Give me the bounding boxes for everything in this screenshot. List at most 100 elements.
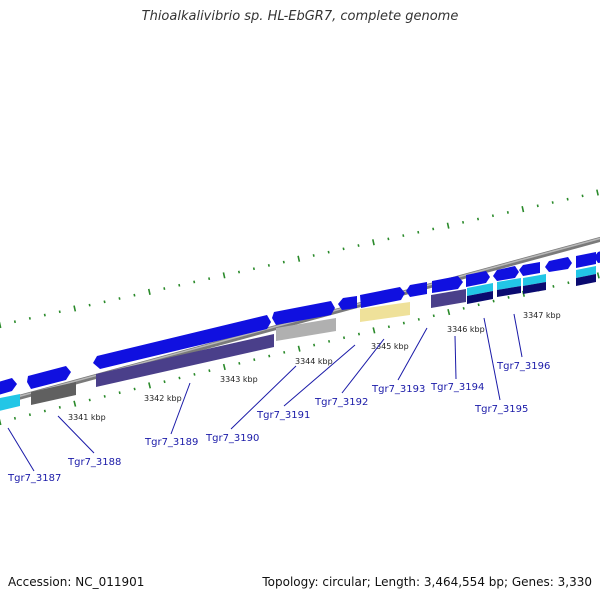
gene-label: Tgr7_3195	[474, 404, 528, 415]
gc-dot	[447, 308, 451, 316]
gene-arrow-forward	[0, 378, 17, 395]
gc-dot	[148, 382, 152, 389]
gene-arrow-forward	[338, 296, 357, 310]
gc-dot	[313, 343, 316, 347]
gene-arrow-forward	[493, 266, 519, 281]
gc-dot	[163, 287, 166, 290]
gc-dotted-ring-outer	[0, 189, 599, 329]
leader-line	[341, 338, 385, 394]
forward-strand-features	[0, 251, 600, 395]
gene-label: Tgr7_3196	[496, 361, 550, 372]
genome-summary: Topology: circular; Length: 3,464,554 bp…	[262, 575, 592, 589]
tick-label: 3347 kbp	[523, 311, 561, 320]
leader-line	[7, 427, 35, 472]
gc-dot	[432, 314, 435, 318]
gene-label: Tgr7_3190	[205, 433, 259, 444]
gene-arrow-forward	[576, 252, 596, 268]
gene-arrow-forward	[406, 282, 427, 297]
gc-dot	[297, 255, 301, 262]
gene-labels: Tgr7_3187 Tgr7_3188 Tgr7_3189 Tgr7_3190 …	[7, 361, 550, 484]
gc-dot	[462, 306, 465, 310]
gc-dot	[0, 321, 2, 329]
gene-arrow-reverse	[96, 334, 274, 387]
gc-dot	[193, 372, 196, 376]
genome-backbone	[0, 236, 600, 406]
gc-dot	[283, 350, 286, 354]
leader-line	[283, 344, 356, 407]
gc-dot	[357, 332, 361, 336]
gc-dot	[282, 260, 285, 264]
gene-arrow-forward	[545, 257, 572, 272]
gc-dot	[462, 220, 465, 224]
gene-label: Tgr7_3193	[371, 384, 425, 395]
accession-label: Accession: NC_011901	[8, 575, 145, 589]
gc-dot	[222, 363, 226, 371]
tick-label: 3343 kbp	[220, 375, 258, 384]
dark-blue-feature	[497, 286, 521, 297]
gc-dot	[208, 369, 211, 373]
gc-dot	[596, 272, 600, 279]
reverse-strand-features	[0, 266, 596, 411]
gc-dot	[252, 267, 255, 271]
gc-dot	[357, 244, 360, 247]
gc-dot	[28, 413, 31, 417]
gene-arrow-forward	[360, 287, 405, 308]
gene-arrow-forward	[272, 301, 335, 325]
gc-dot	[387, 237, 390, 241]
grey-feature-dark	[31, 382, 76, 405]
gc-dot	[297, 345, 301, 352]
gc-dot	[476, 217, 480, 221]
tick-label: 3344 kbp	[295, 357, 333, 366]
gene-arrow-forward	[27, 366, 71, 389]
tick-label: 3346 kbp	[447, 325, 485, 334]
gc-dot	[103, 394, 106, 398]
leader-line	[513, 313, 523, 358]
gene-arrow-forward	[594, 251, 600, 263]
tick-label: 3345 kbp	[371, 342, 409, 351]
leader-line	[170, 382, 191, 435]
gc-dotted-ring-inner	[0, 272, 600, 426]
gc-dot	[521, 206, 525, 213]
gc-dot	[208, 277, 211, 281]
gc-dot	[0, 418, 2, 426]
gc-dot	[43, 313, 46, 317]
gc-dot	[477, 303, 480, 307]
gc-dot	[88, 303, 91, 307]
tick-label: 3341 kbp	[68, 413, 106, 422]
gc-dot	[178, 376, 181, 380]
gc-dot	[13, 416, 17, 420]
gene-arrow-reverse	[431, 289, 466, 308]
gc-dot	[237, 270, 241, 274]
gene-arrow-forward	[93, 315, 271, 369]
leader-line	[454, 335, 457, 380]
gc-dot	[73, 400, 77, 407]
leader-line	[230, 365, 297, 430]
gene-arrow-forward	[466, 271, 490, 287]
gc-dot	[372, 239, 375, 246]
gc-dot	[178, 283, 181, 287]
gc-dot	[133, 293, 136, 297]
gene-arrow-forward	[432, 276, 463, 293]
gc-dot	[193, 280, 196, 284]
gc-dot	[268, 354, 271, 358]
gene-label: Tgr7_3194	[430, 382, 484, 393]
gc-dot	[267, 264, 270, 267]
gc-dot	[566, 197, 569, 201]
gc-dot	[73, 305, 77, 312]
gc-dot	[58, 405, 61, 409]
gc-dot	[402, 234, 405, 237]
gc-dot	[342, 336, 346, 340]
gc-dot	[327, 250, 330, 254]
gene-arrow-forward	[519, 262, 540, 276]
gc-dot	[581, 194, 584, 198]
gc-dot	[506, 211, 509, 214]
cyan-feature	[467, 283, 493, 296]
gc-dot	[163, 380, 166, 384]
gc-dot	[118, 391, 121, 395]
gc-dot	[147, 288, 151, 295]
gc-dot	[372, 327, 376, 334]
gene-label: Tgr7_3187	[7, 473, 61, 484]
gc-dot	[118, 297, 121, 300]
